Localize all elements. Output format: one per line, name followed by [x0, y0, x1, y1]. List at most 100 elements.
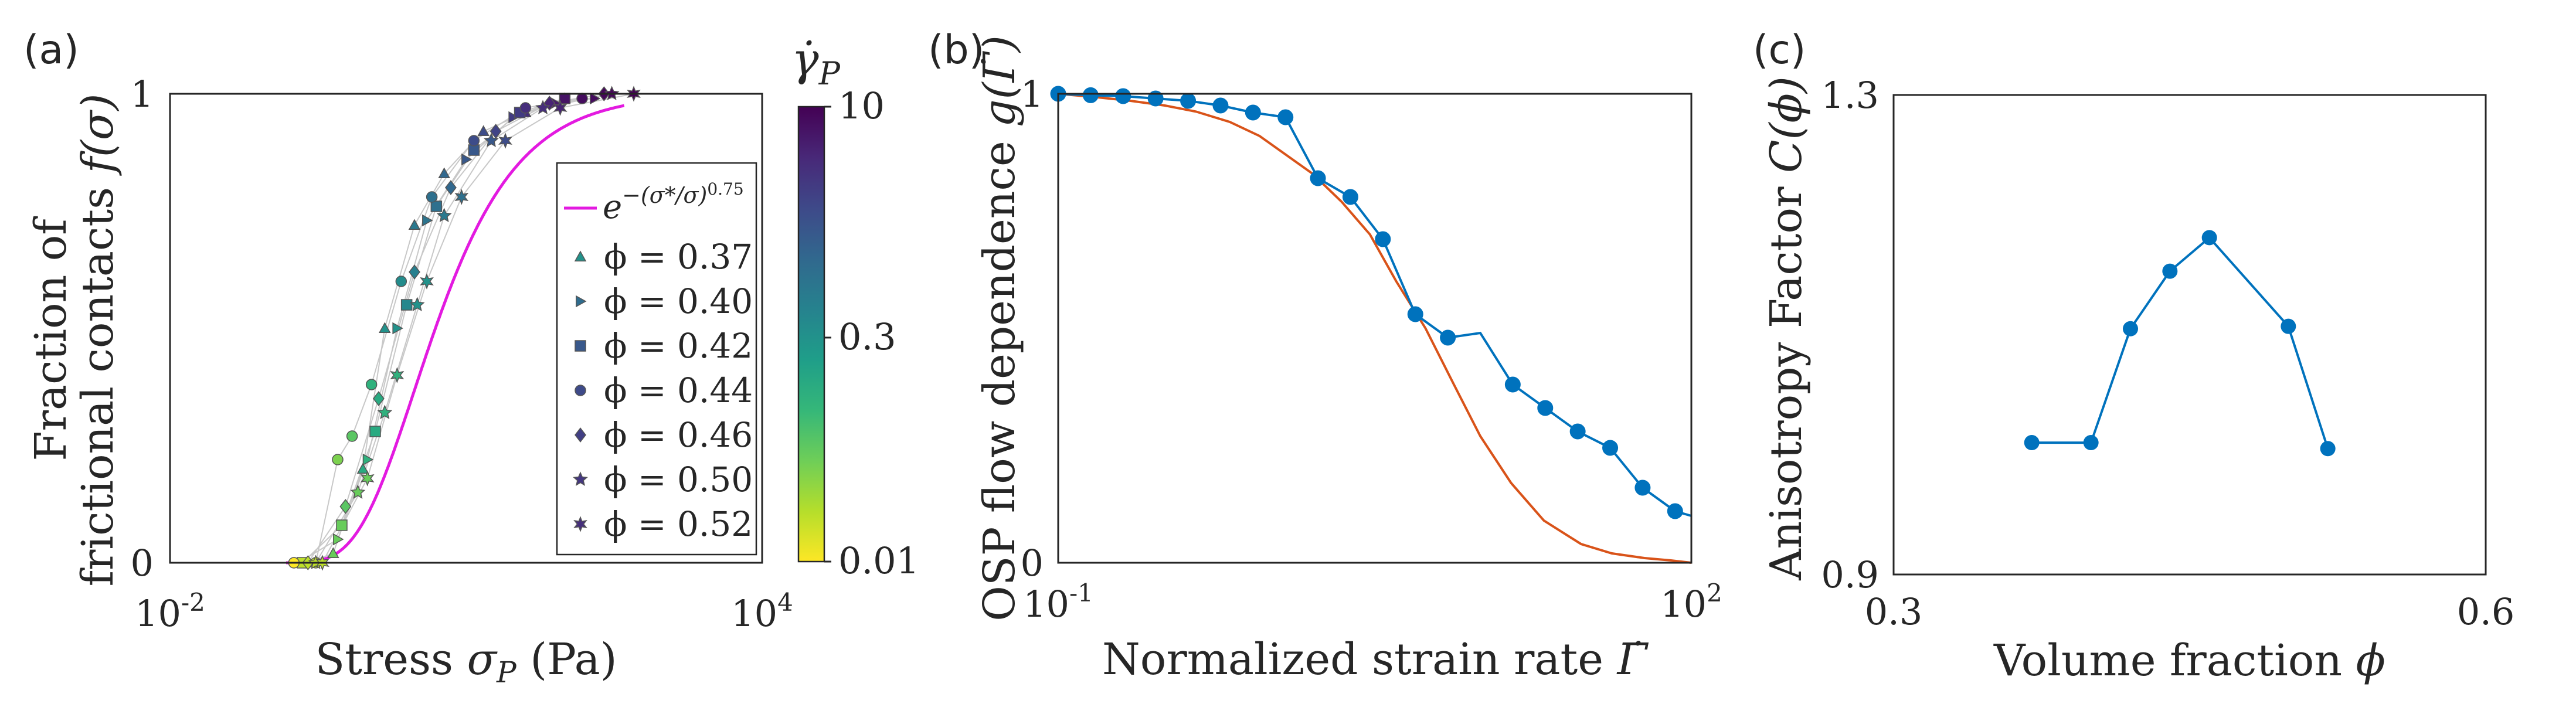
panel-a-xlabel-sub: P — [496, 655, 517, 689]
panel-b-axes — [1057, 93, 1693, 564]
panel-b-point-1 — [1082, 87, 1099, 103]
panel-c-xtick-0: 0.3 — [1865, 590, 1923, 633]
legend-label-6: ϕ = 0.52 — [604, 504, 753, 544]
panel-a-xtick-0: 10-2 — [135, 588, 205, 635]
legend-marker-1 — [576, 295, 587, 308]
legend-entries: ϕ = 0.37ϕ = 0.40 ϕ = 0.42ϕ = 0.44 ϕ = 0.46… — [573, 237, 753, 544]
colorbar: 10 0.3 0.01 γ̇P — [791, 33, 919, 582]
panel-c-point-2 — [2123, 321, 2138, 336]
panel-b-point-18 — [1634, 480, 1651, 496]
panel-a-data — [286, 86, 641, 571]
panel-a-point-s0-2 — [356, 463, 369, 474]
panel-c: (c) Anisotropy Factor C(ϕ) 0.9 1.3 0.3 0… — [1753, 27, 2514, 686]
panel-a-point-s6-2 — [390, 367, 405, 383]
legend-fit-label: e−(σ*/σ)0.75 — [603, 179, 744, 226]
panel-a-xtick-1: 104 — [731, 588, 793, 635]
panel-a-point-s4-6 — [543, 96, 556, 111]
panel-b-point-12 — [1440, 329, 1456, 346]
panel-a-xtick-1-exp: 4 — [777, 588, 793, 617]
panel-c-point-3 — [2162, 263, 2178, 279]
panel-b-xlabel-math: Γ̇ — [1616, 634, 1649, 685]
panel-a-xlabel-text: Stress — [315, 634, 453, 685]
panel-b-xtick-1-base: 10 — [1660, 583, 1707, 625]
panel-b-point-10 — [1375, 231, 1391, 247]
panel-c-point-4 — [2201, 230, 2217, 246]
panel-a-axes — [169, 93, 763, 564]
panel-a-point-s1-1 — [333, 533, 344, 546]
panel-a-point-s0-1 — [327, 547, 339, 558]
panel-a-series-line-5 — [315, 93, 612, 563]
legend-label-1: ϕ = 0.40 — [604, 281, 753, 321]
panel-a-point-s2-4 — [430, 200, 443, 212]
panel-b-point-4 — [1180, 93, 1197, 109]
colorbar-tick-label-0: 10 — [838, 84, 885, 127]
colorbar-tick-label-1: 0.3 — [838, 315, 896, 358]
panel-a-point-s1-3 — [392, 322, 403, 335]
panel-a-ytick-1: 1 — [131, 73, 154, 115]
panel-c-ytick-0: 0.9 — [1821, 553, 1879, 596]
panel-a-point-s5-4 — [436, 208, 452, 223]
legend-label-4: ϕ = 0.46 — [604, 415, 753, 455]
panel-a: (a) Fraction of frictional contacts f(σ)… — [23, 27, 919, 689]
panel-b-point-15 — [1537, 400, 1554, 416]
panel-a-ylabel-text: frictional contacts — [73, 187, 123, 586]
panel-a-point-s0-5 — [438, 167, 450, 178]
panel-a-point-s4-3 — [409, 264, 420, 280]
colorbar-tick-label-2: 0.01 — [838, 539, 919, 582]
panel-b-xtick-1: 102 — [1660, 579, 1722, 625]
panel-a-xtick-0-base: 10 — [135, 592, 181, 635]
panel-b-line-model — [1058, 93, 1692, 564]
panel-a-xtick-0-exp: -2 — [181, 588, 205, 617]
panel-a-point-s6-1 — [360, 470, 375, 487]
panel-a-xlabel: Stress σP (Pa) — [315, 634, 617, 689]
panel-b-point-17 — [1602, 440, 1619, 456]
panel-a-point-s1-5 — [461, 153, 473, 166]
panel-a-point-s5-6 — [535, 100, 550, 115]
panel-a-point-s3-5 — [395, 276, 407, 287]
panel-b-data — [1050, 86, 1692, 564]
panel-a-point-s3-7 — [468, 135, 480, 147]
panel-a-point-s1-6 — [508, 111, 519, 124]
panel-b-point-11 — [1407, 306, 1423, 322]
panel-b-label: (b) — [928, 27, 984, 73]
legend-fit-exp2: 0.75 — [707, 179, 743, 199]
panel-a-point-s3-2 — [332, 454, 344, 465]
legend-marker-5 — [573, 471, 588, 487]
panel-a-ylabel-line1: Fraction of — [26, 216, 76, 461]
panel-b-xtick-0: 10-1 — [1023, 579, 1093, 625]
panel-a-point-s3-3 — [346, 430, 358, 442]
legend-marker-4 — [575, 427, 586, 443]
panel-c-xlabel: Volume fraction ϕ — [1993, 635, 2385, 686]
panel-b-point-7 — [1277, 109, 1294, 125]
panel-c-xlabel-math: ϕ — [2356, 635, 2385, 686]
legend-label-0: ϕ = 0.37 — [604, 237, 753, 277]
panel-c-point-0 — [2024, 435, 2040, 451]
panel-c-xlabel-text: Volume fraction — [1993, 635, 2342, 686]
panel-a-point-s1-2 — [362, 453, 374, 466]
panel-a-xlabel-math: σ — [467, 634, 498, 685]
panel-a-point-s6-3 — [420, 273, 434, 290]
panel-a-fit-curve — [286, 104, 625, 565]
panel-b-point-16 — [1569, 423, 1586, 440]
panel-a-point-s6-4 — [454, 189, 469, 205]
colorbar-title: γ̇P — [791, 33, 841, 92]
panel-c-ylabel-text: Anisotropy Factor — [1761, 186, 1812, 581]
panel-a-point-s3-8 — [519, 102, 532, 114]
panel-c-data — [2024, 230, 2336, 457]
colorbar-title-sub: P — [818, 55, 841, 92]
panel-b-point-6 — [1245, 104, 1261, 121]
panel-a-ylabel-line2: frictional contacts f(σ) — [73, 94, 123, 587]
panel-a-point-s3-9 — [576, 93, 588, 104]
panel-c-ylabel-math: C(ϕ) — [1761, 76, 1812, 173]
panel-a-series-line-6 — [322, 93, 634, 563]
panel-a-point-s0-6 — [477, 125, 490, 136]
panel-c-ytick-1: 1.3 — [1821, 74, 1879, 117]
panel-a-point-s0-4 — [408, 219, 421, 230]
panel-a-point-s2-2 — [369, 426, 381, 437]
panel-a-point-s1-4 — [422, 214, 433, 227]
legend-label-3: ϕ = 0.44 — [604, 370, 753, 410]
panel-b-xlabel-text: Normalized strain rate — [1102, 634, 1603, 685]
panel-b-point-14 — [1504, 376, 1521, 393]
legend-fit-exp: −(σ*/σ) — [622, 182, 707, 208]
